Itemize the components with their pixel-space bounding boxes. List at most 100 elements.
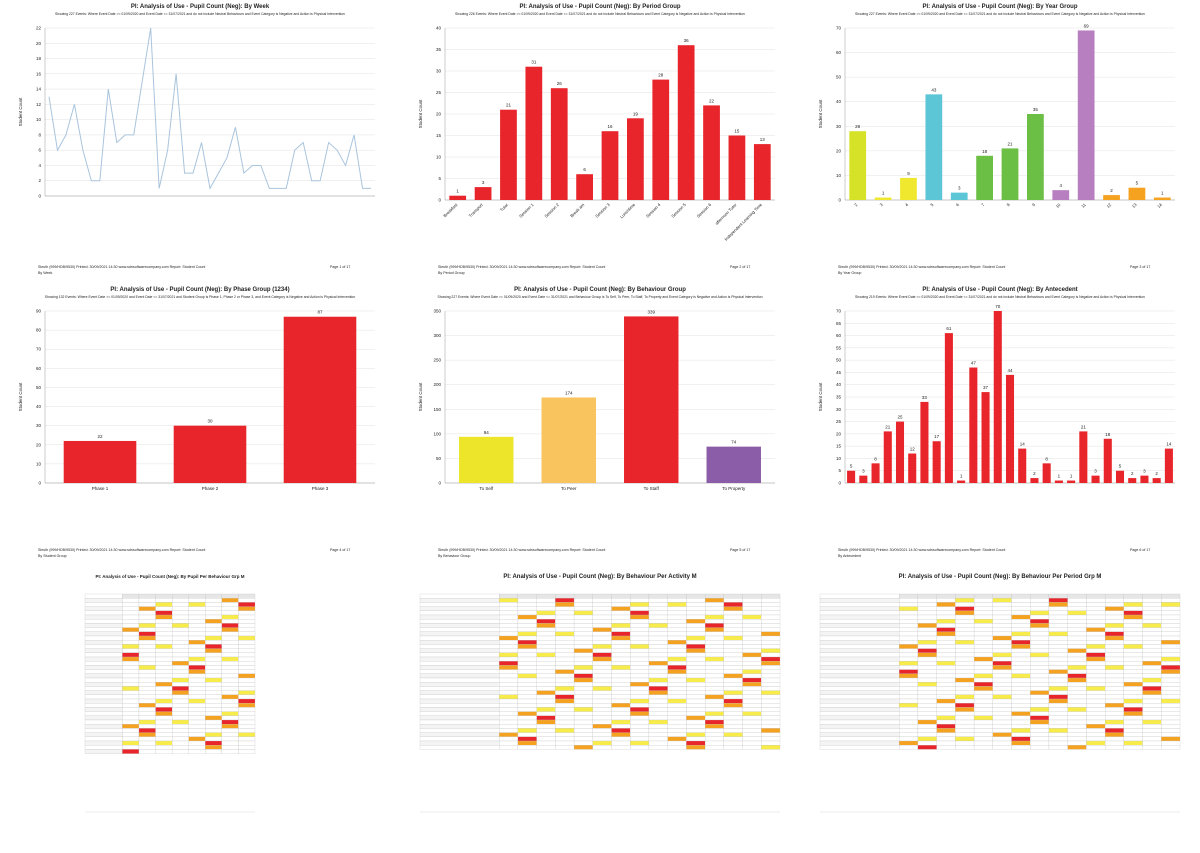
table-cell (1104, 736, 1124, 742)
table-cell (1086, 719, 1106, 725)
table-cell (536, 631, 556, 637)
table-cell (1030, 602, 1050, 607)
table-row-label-cell (84, 665, 123, 670)
table-cell (536, 640, 556, 645)
table-cell (555, 686, 575, 691)
chart-subtitle: Showing 227 Events: Where Event Date >= … (55, 12, 345, 16)
table-cell (1011, 640, 1031, 645)
table-cell (517, 656, 537, 662)
table-cell (723, 698, 743, 704)
y-tick-label: 25 (436, 90, 442, 95)
table-cell (499, 606, 519, 611)
bar (541, 397, 596, 483)
table-row-label-cell (84, 686, 123, 691)
table-cell (992, 614, 1012, 620)
table-cell (686, 715, 706, 721)
table-cell (955, 711, 975, 716)
table-cell (172, 610, 189, 616)
table-cell (555, 703, 575, 708)
table-row-label-cell (84, 745, 123, 750)
table-cell (155, 719, 173, 725)
table-row-label-cell (419, 703, 500, 708)
table-cell (686, 661, 706, 666)
table-cell (155, 707, 173, 712)
table-row-label-cell (84, 711, 123, 716)
table-cell (973, 661, 993, 666)
table-cell (573, 606, 593, 611)
bar (883, 431, 892, 483)
table-cell (955, 740, 975, 746)
table-cell (138, 652, 156, 658)
table-cell (704, 606, 724, 611)
table-cell (1030, 598, 1050, 603)
table-cell (936, 673, 956, 679)
table-cell (667, 661, 687, 666)
table-row-label-cell (419, 652, 500, 658)
bar (1067, 480, 1076, 483)
table-row-label-cell (84, 648, 123, 653)
table-row-label-cell (819, 648, 900, 653)
table-cell (155, 593, 173, 599)
table-cell (1086, 669, 1106, 674)
table-row-label-cell (419, 686, 500, 691)
table-cell (630, 707, 650, 712)
table-cell (1067, 732, 1087, 737)
table-cell (138, 606, 156, 611)
table-cell (536, 745, 556, 750)
table-cell (1104, 610, 1124, 616)
table-cell (1123, 665, 1143, 670)
table-cell (648, 745, 668, 750)
table-cell (936, 623, 956, 628)
table-row-label-cell (819, 690, 900, 695)
table-cell (138, 715, 156, 721)
table-cell (704, 736, 724, 742)
table-row-label-cell (419, 635, 500, 641)
table-cell (122, 669, 140, 674)
table-cell (917, 728, 937, 733)
table-cell (973, 648, 993, 653)
table-cell (667, 724, 687, 729)
x-tick-label: 3 (879, 202, 885, 208)
table-cell (899, 623, 919, 628)
table-cell (122, 593, 140, 599)
table-cell (205, 644, 222, 649)
x-tick-label: 2 (853, 202, 859, 208)
table-cell (742, 711, 762, 716)
table-cell (1086, 593, 1106, 599)
table-cell (592, 623, 612, 628)
table-cell (221, 593, 239, 599)
table-cell (955, 631, 975, 637)
table-cell (1104, 677, 1124, 683)
table-cell (761, 656, 781, 662)
y-tick-label: 300 (433, 333, 441, 338)
table-cell (611, 598, 631, 603)
table-cell (917, 623, 937, 628)
table-cell (973, 677, 993, 683)
table-cell (899, 703, 919, 708)
table-cell (221, 631, 239, 637)
table-cell (122, 640, 140, 645)
table-cell (573, 602, 593, 607)
table-cell (630, 640, 650, 645)
table-cell (499, 648, 519, 653)
table-cell (138, 745, 156, 750)
table-cell (704, 665, 724, 670)
table-cell (667, 736, 687, 742)
table-cell (1104, 656, 1124, 662)
table-cell (138, 602, 156, 607)
table-cell (592, 724, 612, 729)
table-cell (188, 623, 206, 628)
page-number: Page 2 of 17 (730, 265, 750, 269)
table-cell (238, 707, 256, 712)
y-tick-label: 10 (836, 456, 842, 461)
table-cell (238, 598, 256, 603)
table-cell (1030, 698, 1050, 704)
table-cell (1067, 640, 1087, 645)
table-cell (138, 690, 156, 695)
table-cell (611, 627, 631, 632)
table-cell (188, 682, 206, 687)
table-cell (1048, 619, 1068, 624)
table-cell (1161, 736, 1181, 742)
value-label: 21 (885, 424, 891, 429)
